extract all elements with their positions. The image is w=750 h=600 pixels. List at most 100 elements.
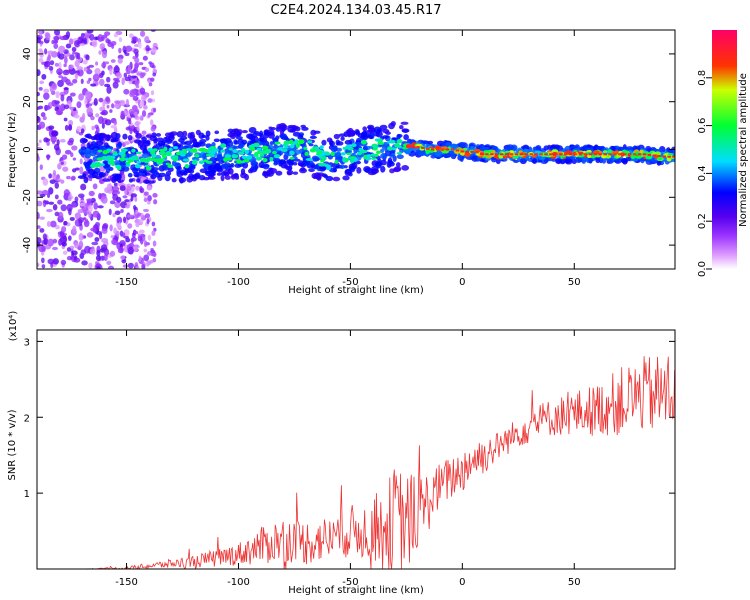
x-tick-label: -100 bbox=[227, 277, 250, 288]
heatmap-cell bbox=[158, 151, 165, 155]
heatmap-cell bbox=[113, 159, 120, 166]
heatmap-cell bbox=[55, 225, 60, 230]
y-tick-label: 40 bbox=[22, 48, 33, 61]
heatmap-cell bbox=[88, 177, 93, 182]
heatmap-cell bbox=[76, 101, 82, 109]
heatmap-cell bbox=[261, 145, 269, 150]
heatmap-cell bbox=[113, 120, 117, 126]
heatmap-cell bbox=[141, 130, 147, 135]
heatmap-cell bbox=[218, 160, 225, 164]
heatmap-cell bbox=[538, 155, 546, 161]
heatmap-cell bbox=[224, 175, 231, 180]
heatmap-cell bbox=[110, 235, 115, 239]
heatmap-cell bbox=[133, 244, 140, 248]
heatmap-cell bbox=[667, 152, 674, 156]
heatmap-cell bbox=[60, 179, 65, 184]
heatmap-cell bbox=[83, 67, 88, 72]
heatmap-cell bbox=[51, 99, 58, 107]
heatmap-cell bbox=[46, 208, 53, 213]
heatmap-cell bbox=[84, 90, 92, 99]
heatmap-cell bbox=[37, 154, 40, 162]
heatmap-cell bbox=[230, 173, 236, 180]
heatmap-cell bbox=[133, 48, 139, 55]
heatmap-cell bbox=[315, 173, 322, 180]
heatmap-cell bbox=[86, 103, 93, 107]
heatmap-cell bbox=[106, 85, 112, 94]
heatmap-cell bbox=[134, 79, 139, 87]
heatmap-cell bbox=[627, 153, 632, 156]
heatmap-cell bbox=[334, 160, 339, 164]
spectrogram-heatmap bbox=[37, 30, 675, 269]
heatmap-cell bbox=[275, 170, 283, 176]
heatmap-cell bbox=[411, 146, 415, 149]
heatmap-cell bbox=[442, 150, 449, 154]
heatmap-cell bbox=[363, 166, 371, 173]
heatmap-cell bbox=[555, 158, 562, 165]
heatmap-cell bbox=[142, 55, 148, 61]
heatmap-cell bbox=[119, 101, 126, 107]
heatmap-cell bbox=[295, 149, 301, 155]
heatmap-cell bbox=[297, 135, 304, 140]
heatmap-cell bbox=[141, 136, 147, 142]
heatmap-cell bbox=[153, 138, 158, 144]
heatmap-cell bbox=[56, 68, 63, 75]
heatmap-cell bbox=[360, 149, 368, 154]
figure-title: C2E4.2024.134.03.45.R17 bbox=[270, 3, 441, 18]
heatmap-cell bbox=[222, 169, 231, 175]
heatmap-cell bbox=[147, 98, 153, 103]
heatmap-cell bbox=[608, 153, 612, 156]
heatmap-cell bbox=[147, 200, 151, 205]
heatmap-cell bbox=[152, 251, 157, 258]
heatmap-cell bbox=[113, 33, 118, 38]
heatmap-cell bbox=[41, 73, 47, 80]
heatmap-cell bbox=[435, 148, 440, 151]
heatmap-cell bbox=[37, 262, 40, 268]
heatmap-cell bbox=[122, 195, 128, 199]
heatmap-cell bbox=[138, 229, 145, 234]
heatmap-cell bbox=[79, 137, 88, 144]
heatmap-cell bbox=[61, 241, 67, 247]
heatmap-cell bbox=[259, 137, 268, 143]
x-tick-label: -50 bbox=[342, 577, 358, 588]
heatmap-cell bbox=[108, 208, 112, 216]
heatmap-cell bbox=[147, 234, 152, 241]
heatmap-cell bbox=[40, 112, 46, 118]
heatmap-cell bbox=[309, 135, 317, 139]
heatmap-cell bbox=[134, 164, 142, 169]
heatmap-cell bbox=[151, 132, 157, 139]
heatmap-cell bbox=[113, 104, 119, 109]
heatmap-cell bbox=[144, 67, 150, 73]
heatmap-cell bbox=[94, 164, 101, 168]
heatmap-cell bbox=[143, 191, 149, 196]
heatmap-cell bbox=[48, 125, 55, 130]
heatmap-cell bbox=[179, 169, 187, 176]
heatmap-cell bbox=[93, 202, 98, 210]
heatmap-cell bbox=[512, 154, 519, 159]
heatmap-cell bbox=[182, 130, 188, 137]
heatmap-cell bbox=[165, 151, 172, 157]
heatmap-cell bbox=[637, 153, 642, 156]
heatmap-cell bbox=[143, 105, 148, 110]
heatmap-cell bbox=[403, 134, 409, 141]
heatmap-cell bbox=[125, 163, 131, 168]
heatmap-cell bbox=[101, 155, 107, 161]
heatmap-cell bbox=[377, 141, 384, 146]
heatmap-cell bbox=[98, 136, 104, 142]
heatmap-cell bbox=[208, 153, 215, 158]
heatmap-cell bbox=[37, 236, 42, 244]
heatmap-cell bbox=[139, 30, 146, 37]
heatmap-cell bbox=[39, 193, 46, 198]
heatmap-cell bbox=[308, 143, 314, 147]
heatmap-cell bbox=[165, 162, 170, 166]
heatmap-cell bbox=[615, 158, 620, 164]
heatmap-cell bbox=[161, 163, 168, 170]
heatmap-cell bbox=[116, 196, 122, 203]
heatmap-cell bbox=[248, 145, 253, 148]
heatmap-cell bbox=[80, 183, 87, 191]
heatmap-cell bbox=[589, 154, 596, 159]
heatmap-cell bbox=[101, 195, 108, 204]
heatmap-cell bbox=[392, 167, 401, 173]
heatmap-cell bbox=[112, 185, 120, 193]
heatmap-cell bbox=[150, 164, 155, 171]
heatmap-cell bbox=[52, 204, 58, 211]
